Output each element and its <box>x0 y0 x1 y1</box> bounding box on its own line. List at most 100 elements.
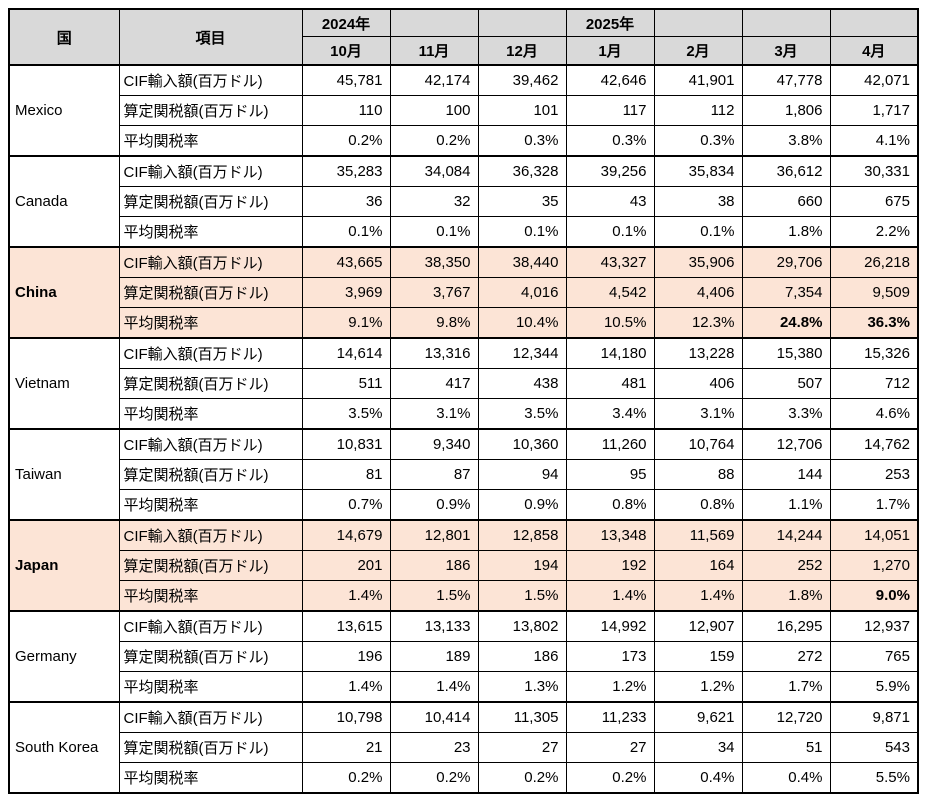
value-cell: 186 <box>477 641 567 672</box>
value-cell: 16,295 <box>741 610 831 642</box>
value-cell: 11,233 <box>565 701 655 733</box>
value-cell: 0.9% <box>477 489 567 521</box>
item-label: CIF輸入額(百万ドル) <box>118 155 303 187</box>
value-cell: 0.9% <box>389 489 479 521</box>
value-cell: 194 <box>477 550 567 581</box>
value-cell: 10,764 <box>653 428 743 460</box>
item-label: 平均関税率 <box>118 307 303 339</box>
value-cell: 1,806 <box>741 95 831 126</box>
table-row: Japan CIF輸入額(百万ドル) 14,679 12,801 12,858 13,34… <box>8 519 919 612</box>
value-cell: 36.3% <box>829 307 919 339</box>
value-cell: 95 <box>565 459 655 490</box>
value-cell: 13,615 <box>301 610 391 642</box>
item-label: CIF輸入額(百万ドル) <box>118 428 303 460</box>
value-cell: 1.2% <box>565 671 655 703</box>
item-label: 算定関税額(百万ドル) <box>118 186 303 217</box>
value-cell: 0.2% <box>389 125 479 157</box>
value-cell: 7,354 <box>741 277 831 308</box>
value-cell: 14,762 <box>829 428 919 460</box>
table-row: 算定関税額(百万ドル) 201 186 194 192 164 252 1,270 <box>9 550 919 581</box>
value-cell: 10,414 <box>389 701 479 733</box>
header-month: 1月 <box>565 36 655 66</box>
value-cell: 12.3% <box>653 307 743 339</box>
value-cell: 9,509 <box>829 277 919 308</box>
value-cell: 9.1% <box>301 307 391 339</box>
value-cell: 13,228 <box>653 337 743 369</box>
value-cell: 9,871 <box>829 701 919 733</box>
value-cell: 507 <box>741 368 831 399</box>
value-cell: 43 <box>565 186 655 217</box>
value-cell: 660 <box>741 186 831 217</box>
table-row: 平均関税率 9.1% 9.8% 10.4% 10.5% 12.3% 24.8% 36.3% <box>9 307 919 339</box>
value-cell: 10,798 <box>301 701 391 733</box>
table-row: Vietnam CIF輸入額(百万ドル) 14,614 13,316 12,344 14,… <box>8 337 919 430</box>
value-cell: 14,614 <box>301 337 391 369</box>
value-cell: 186 <box>389 550 479 581</box>
header-month: 12月 <box>477 36 567 66</box>
value-cell: 543 <box>829 732 919 763</box>
value-cell: 10,360 <box>477 428 567 460</box>
value-cell: 11,569 <box>653 519 743 551</box>
tariff-table: 国 項目 2024年 2025年 10月 11月 12月 1月 2月 3月 4月… <box>8 8 919 794</box>
value-cell: 30,331 <box>829 155 919 187</box>
value-cell: 14,679 <box>301 519 391 551</box>
value-cell: 481 <box>565 368 655 399</box>
table-row: South Korea CIF輸入額(百万ドル) 10,798 10,414 11,30… <box>8 701 919 794</box>
header-year-cell: 2025年 <box>565 8 655 37</box>
value-cell: 417 <box>389 368 479 399</box>
value-cell: 38,350 <box>389 246 479 278</box>
value-cell: 3.1% <box>389 398 479 430</box>
value-cell: 47,778 <box>741 64 831 96</box>
item-label: 算定関税額(百万ドル) <box>118 95 303 126</box>
value-cell: 1.4% <box>653 580 743 612</box>
value-cell: 34,084 <box>389 155 479 187</box>
table-row: 平均関税率 1.4% 1.5% 1.5% 1.4% 1.4% 1.8% 9.0% <box>9 580 919 612</box>
table-row: 平均関税率 3.5% 3.1% 3.5% 3.4% 3.1% 3.3% 4.6% <box>9 398 919 430</box>
value-cell: 23 <box>389 732 479 763</box>
value-cell: 13,348 <box>565 519 655 551</box>
value-cell: 0.8% <box>565 489 655 521</box>
country-name: China <box>8 246 120 339</box>
value-cell: 0.1% <box>565 216 655 248</box>
header-year-cell <box>829 8 919 37</box>
value-cell: 201 <box>301 550 391 581</box>
value-cell: 0.2% <box>301 762 391 794</box>
item-label: 算定関税額(百万ドル) <box>118 732 303 763</box>
value-cell: 253 <box>829 459 919 490</box>
value-cell: 5.5% <box>829 762 919 794</box>
value-cell: 45,781 <box>301 64 391 96</box>
header-month: 4月 <box>829 36 919 66</box>
value-cell: 0.3% <box>565 125 655 157</box>
value-cell: 38,440 <box>477 246 567 278</box>
value-cell: 0.1% <box>389 216 479 248</box>
value-cell: 0.4% <box>653 762 743 794</box>
value-cell: 3.4% <box>565 398 655 430</box>
value-cell: 26,218 <box>829 246 919 278</box>
value-cell: 36,328 <box>477 155 567 187</box>
value-cell: 4,542 <box>565 277 655 308</box>
item-label: CIF輸入額(百万ドル) <box>118 337 303 369</box>
item-label: CIF輸入額(百万ドル) <box>118 701 303 733</box>
table-row: 平均関税率 0.2% 0.2% 0.3% 0.3% 0.3% 3.8% 4.1% <box>9 125 919 157</box>
header-year-row: 国 項目 2024年 2025年 <box>8 8 919 66</box>
header-country-label: 国 <box>8 8 120 66</box>
table-row: Germany CIF輸入額(百万ドル) 13,615 13,133 13,802 14,… <box>8 610 919 703</box>
country-name: Taiwan <box>8 428 120 521</box>
value-cell: 27 <box>477 732 567 763</box>
table-header: 国 項目 2024年 2025年 10月 11月 12月 1月 2月 3月 4月 <box>8 8 919 66</box>
value-cell: 1.1% <box>741 489 831 521</box>
table-row: China CIF輸入額(百万ドル) 43,665 38,350 38,440 43,32… <box>8 246 919 339</box>
value-cell: 110 <box>301 95 391 126</box>
value-cell: 1.2% <box>653 671 743 703</box>
country-name: Vietnam <box>8 337 120 430</box>
item-label: 算定関税額(百万ドル) <box>118 641 303 672</box>
value-cell: 101 <box>477 95 567 126</box>
value-cell: 3.5% <box>477 398 567 430</box>
country-name: Germany <box>8 610 120 703</box>
value-cell: 112 <box>653 95 743 126</box>
value-cell: 15,326 <box>829 337 919 369</box>
value-cell: 0.3% <box>477 125 567 157</box>
value-cell: 0.2% <box>477 762 567 794</box>
value-cell: 43,665 <box>301 246 391 278</box>
